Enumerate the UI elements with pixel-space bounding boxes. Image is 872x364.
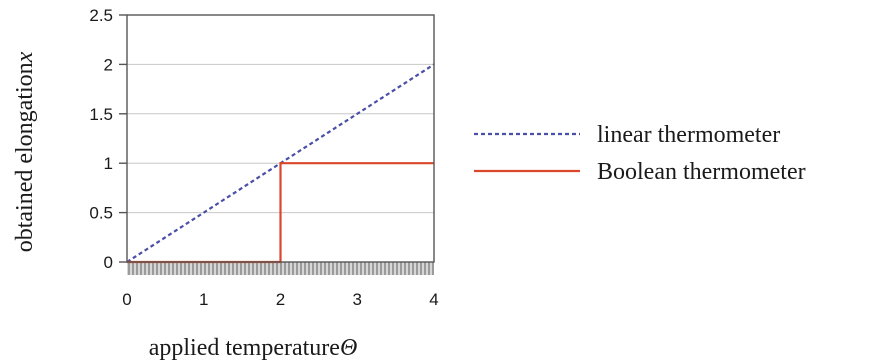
- x-tick-label: 0: [122, 290, 131, 309]
- legend-label-boolean: Boolean thermometer: [597, 159, 806, 185]
- y-axis-title-symbol: x: [12, 51, 38, 63]
- x-axis-hatch-band: [127, 262, 434, 275]
- axis-ticks: 0 0.5 1 1.5 2 2.5 0 1 2 3 4: [89, 6, 438, 309]
- x-axis-title-text: applied temperature: [149, 335, 340, 361]
- y-axis-title: obtained elongationx: [12, 51, 38, 252]
- legend-label-linear: linear thermometer: [597, 122, 780, 148]
- legend: linear thermometer Boolean thermometer: [474, 122, 806, 185]
- x-axis-title-symbol: Θ: [340, 335, 357, 361]
- x-tick-label: 3: [353, 290, 362, 309]
- plot-frame: [126, 14, 435, 263]
- x-tick-label: 2: [276, 290, 285, 309]
- y-tick-label: 0: [104, 253, 113, 272]
- y-tick-label: 0.5: [89, 204, 113, 223]
- y-tick-label: 2.5: [89, 6, 113, 25]
- y-tick-label: 1: [104, 154, 113, 173]
- y-tick-label: 1.5: [89, 105, 113, 124]
- y-tick-label: 2: [104, 55, 113, 74]
- y-axis-title-text: obtained elongation: [12, 62, 38, 252]
- x-tick-label: 1: [199, 290, 208, 309]
- x-tick-label: 4: [429, 290, 438, 309]
- x-axis-title: applied temperatureΘ: [149, 335, 358, 361]
